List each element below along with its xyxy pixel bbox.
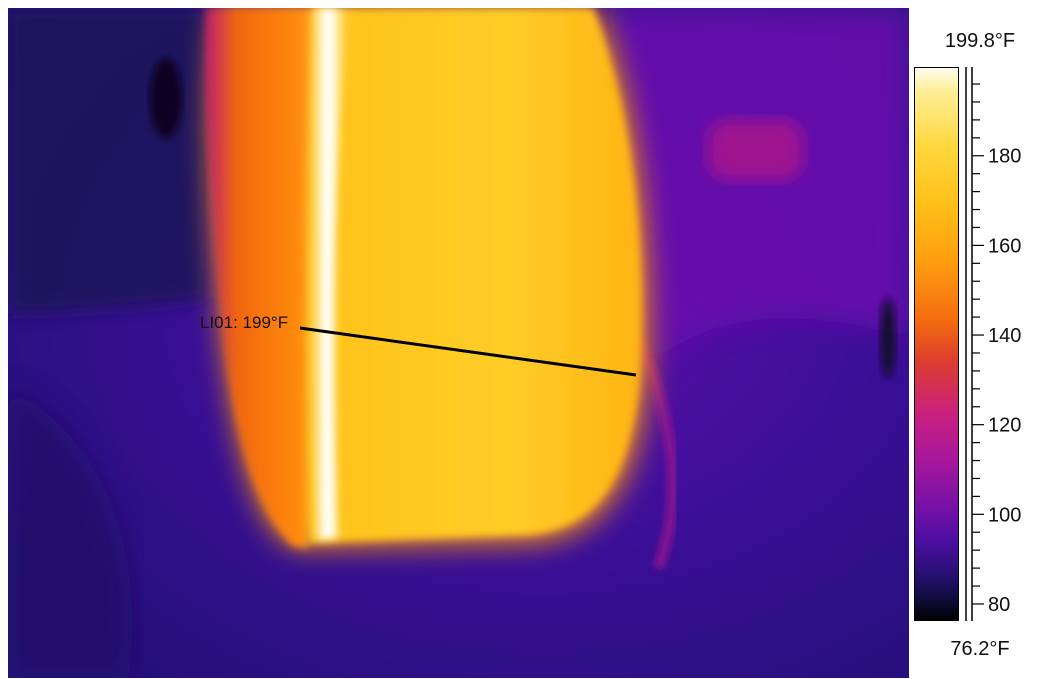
edge-dark-spot (880, 298, 896, 378)
dark-spot (150, 58, 182, 138)
scale-max-label: 199.8°F (944, 30, 1016, 52)
color-scale-bar (914, 67, 959, 621)
thermal-scene (8, 8, 909, 678)
tick-label: 180 (988, 146, 1021, 168)
tick-label: 160 (988, 235, 1021, 257)
hot-body-core (305, 8, 642, 543)
hot-body-rim (205, 8, 328, 548)
side-shadow (633, 336, 678, 570)
measurement-line (299, 326, 637, 377)
measurement-label: LI01: 199°F (200, 313, 289, 332)
hot-highlight (307, 8, 350, 540)
scale-ruler: 180 160 140 120 100 80 (965, 67, 1021, 621)
scale-min-label: 76.2°F (950, 638, 1010, 660)
warm-spot (708, 120, 803, 180)
dark-left-region (8, 8, 208, 313)
dark-left-lower (8, 388, 132, 678)
tick-label: 100 (988, 504, 1021, 526)
tick-label: 80 (988, 594, 1010, 616)
tick-label: 140 (988, 325, 1021, 347)
thermal-image: LI01: 199°F (8, 8, 909, 678)
tick-label: 120 (988, 415, 1021, 437)
warm-wall-region (608, 8, 909, 368)
